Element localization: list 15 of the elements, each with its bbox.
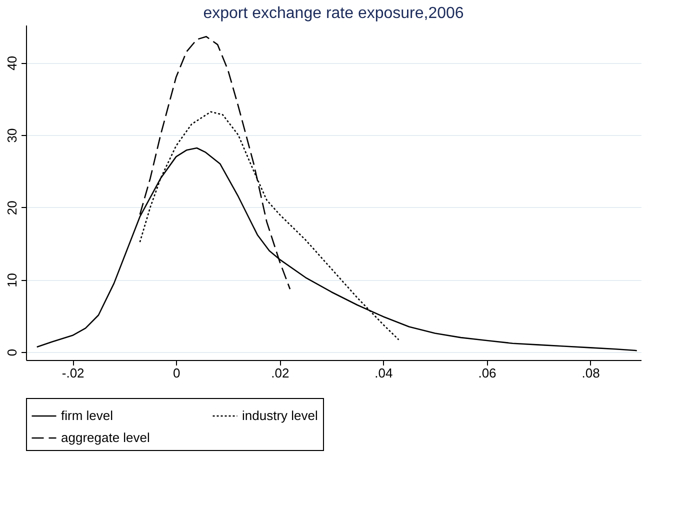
- y-tick-label: 30: [4, 128, 20, 143]
- y-tick-label: 40: [4, 56, 20, 70]
- legend-label: industry level: [242, 408, 318, 423]
- y-tick-label: 10: [4, 272, 20, 288]
- y-tick-label: 20: [4, 200, 20, 216]
- x-tick-label: .02: [271, 366, 290, 380]
- x-tick-label: 0: [173, 366, 180, 380]
- x-tick-label: -.02: [62, 366, 84, 380]
- chart-title: export exchange rate exposure,2006: [203, 5, 464, 22]
- x-tick-label: .04: [374, 366, 393, 380]
- legend-label: aggregate level: [61, 430, 150, 445]
- y-tick-label: 0: [4, 348, 20, 356]
- x-tick-label: .06: [478, 366, 496, 380]
- legend-label: firm level: [61, 408, 114, 423]
- x-tick-label: .08: [582, 366, 600, 380]
